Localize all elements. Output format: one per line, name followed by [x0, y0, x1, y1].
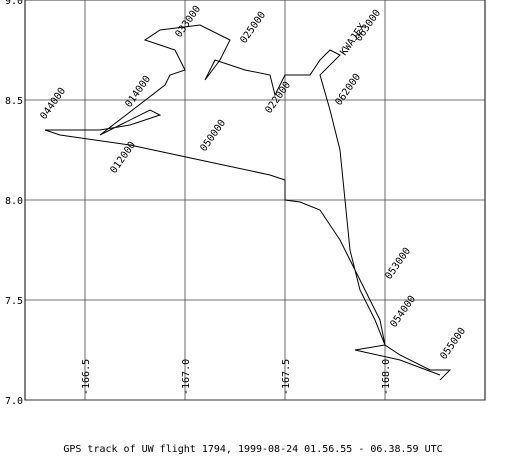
x-tick-label: -167.0 — [181, 359, 192, 395]
track-line — [44, 24, 452, 381]
chart-title: GPS track of UW flight 1794, 1999-08-24 … — [63, 444, 442, 455]
time-annotation: 053000 — [383, 246, 413, 282]
time-annotation: 054000 — [388, 294, 418, 330]
y-tick-label: 9.0 — [5, 0, 23, 7]
time-annotation: 033000 — [173, 4, 203, 40]
x-tick-label: -167.5 — [281, 359, 292, 395]
time-annotation: 062000 — [333, 72, 363, 108]
time-annotation: 022000 — [263, 80, 293, 116]
x-tick-label: -166.5 — [81, 359, 92, 395]
y-tick-label: 8.5 — [5, 96, 23, 107]
x-tick-label: -168.0 — [381, 359, 392, 395]
time-annotation: 050000 — [198, 118, 228, 154]
time-annotation: 055000 — [438, 326, 468, 362]
time-annotation: 044000 — [38, 86, 68, 122]
time-annotation: 025000 — [238, 10, 268, 46]
time-annotation: 012000 — [108, 140, 138, 176]
y-tick-label: 8.0 — [5, 196, 23, 207]
y-tick-label: 7.0 — [5, 396, 23, 407]
time-annotation: 014000 — [123, 74, 153, 110]
y-tick-label: 7.5 — [5, 296, 23, 307]
